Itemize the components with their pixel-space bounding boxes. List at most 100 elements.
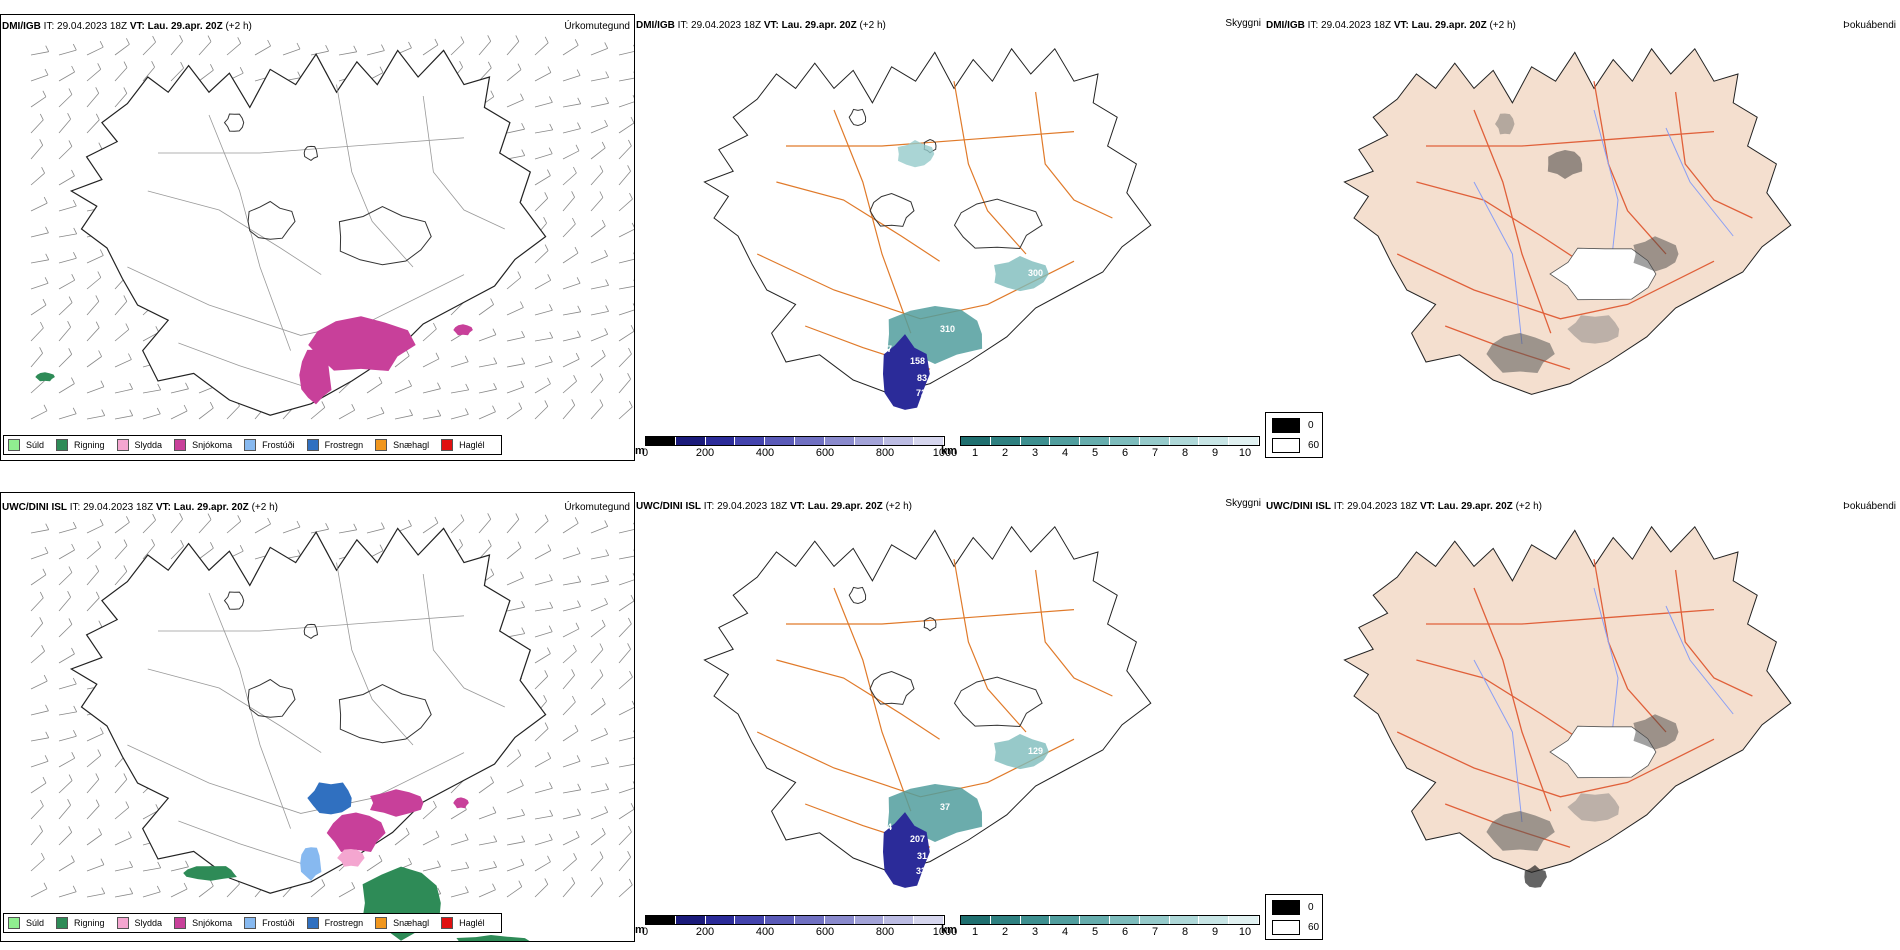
wind-barb-flag [179,513,183,520]
wind-barb [366,382,383,394]
wind-barb [478,67,492,82]
wind-barb-flag [517,63,522,70]
panel-title: Þokuábendi [1843,20,1896,31]
wind-barb [366,50,385,56]
glacier-outline [303,623,319,640]
wind-barb-flag [123,295,128,302]
wind-barb [562,282,581,290]
legend-swatch [116,917,129,929]
scale-tick-label: 10 [1238,926,1252,938]
wind-barb [478,334,497,342]
legend-label: Súld [26,440,45,450]
wind-barb [534,406,549,420]
wind-barb-flag [44,546,49,554]
wind-barb-flag [544,192,549,199]
wind-barb [58,94,73,108]
precip-snow-area [453,797,469,809]
fog-area [1567,793,1620,822]
road-line [127,744,465,814]
glacier-outline [247,200,296,240]
wind-barb [142,544,155,560]
wind-barb-flag [129,887,134,894]
road-line [1035,91,1113,219]
wind-barb [478,304,494,316]
wind-barb-flag [378,376,383,384]
wind-barb-flag [520,571,524,578]
wind-barb-flag [40,321,44,329]
wind-barb-flag [599,165,604,172]
wind-barb [254,523,271,534]
wind-barb [86,277,102,290]
wind-barb [590,77,609,82]
wind-barb-flag [576,277,581,284]
wind-barb-flag [521,835,526,842]
glacier-outline [247,678,296,718]
wind-barb-flag [73,227,78,235]
wind-barb [506,755,522,768]
wind-barb [30,574,47,586]
scale-cell [990,916,1021,924]
wind-barb [86,301,100,316]
wind-barb-flag [605,549,610,556]
wind-barb-flag [67,591,71,598]
wind-barb [590,789,609,794]
wind-barb [58,891,77,898]
wind-barb [562,628,580,638]
glacier-outline [869,670,915,705]
wind-barb-flag [297,71,302,78]
road-line [1593,81,1667,255]
road-line [158,137,465,154]
wind-barb [618,856,631,872]
scale-cell [884,437,915,445]
fog-legend-item: 0 [1272,418,1314,433]
road-line [1674,569,1753,697]
panel-title: Þokuábendi [1843,501,1896,512]
wind-barb-flag [599,669,604,676]
wind-barb-flag [493,835,498,842]
wind-barb-flag [493,383,497,390]
wind-barb-flag [518,402,523,409]
wind-barb-flag [601,619,606,627]
wind-barb-flag [575,352,580,360]
scale-colors [645,915,945,925]
wind-barb-flag [543,695,547,702]
wind-barb [562,883,576,898]
wind-barb-flag [99,727,104,734]
scale-tick-label: 1 [971,926,979,938]
wind-barb-flag [605,757,609,764]
wind-barb [58,118,71,134]
wind-barb [506,363,525,368]
visibility-unit: km [941,445,957,457]
wind-barb-flag [548,833,553,841]
wind-barb-flag [183,882,188,890]
wind-barb [478,363,497,368]
wind-barb-flag [628,139,632,147]
wind-barb-flag [575,622,580,629]
wind-barb-flag [577,305,582,312]
wind-barb-flag [571,191,575,198]
ceiling-value-label: 300 [1028,268,1043,278]
wind-barb-flag [577,808,581,815]
wind-barb [506,633,525,638]
wind-barb [562,650,577,664]
wind-barb [30,51,49,56]
fog-index-legend: 0 60 [1265,412,1323,458]
wind-barb-flag [123,87,128,94]
wind-barb-flag [544,514,549,521]
wind-barb-flag [599,643,604,650]
wind-barb [30,410,48,420]
wind-barb [534,72,552,82]
wind-barb-flag [381,522,385,529]
wind-barb-flag [549,331,554,339]
wind-barb [534,728,549,742]
scale-cell [705,437,736,445]
wind-barb [590,171,604,186]
wind-barb [534,653,551,664]
wind-barb-flag [209,401,214,409]
wind-barb [562,380,577,394]
wind-barb-flag [599,877,604,884]
wind-barb-flag [547,647,551,654]
scale-tick-label: 0 [641,926,649,938]
wind-barb-flag [40,799,44,807]
wind-barb-flag [628,617,632,625]
